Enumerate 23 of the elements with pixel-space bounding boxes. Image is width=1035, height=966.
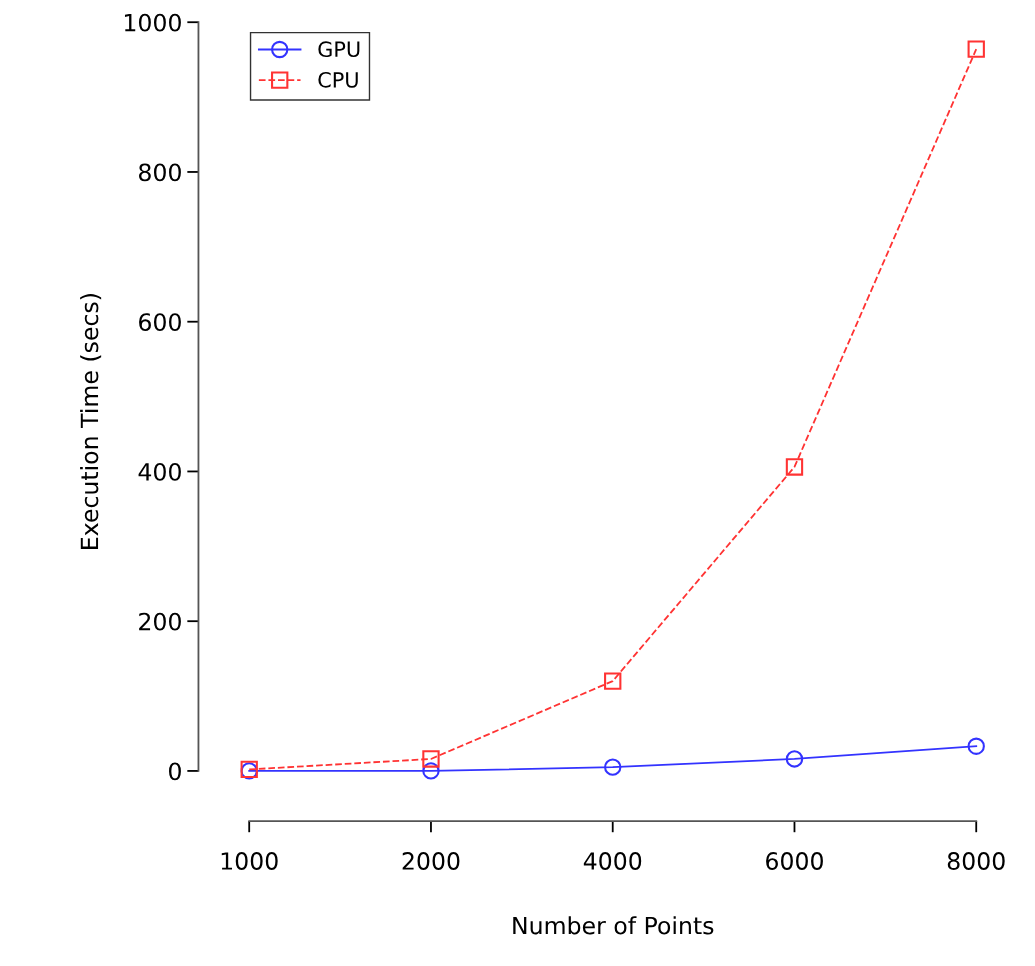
x-tick-label: 6000	[766, 852, 823, 870]
point	[785, 750, 804, 768]
x-tick-label: 8000	[947, 852, 1005, 870]
point	[785, 458, 804, 476]
y-axis-title: Execution Time (secs)	[80, 294, 102, 549]
x-tick-label: 4000	[583, 852, 642, 870]
y-tick-label: 400	[138, 462, 181, 481]
y-tick-label: 600	[139, 313, 181, 332]
y-tick-label: 1000	[124, 13, 181, 32]
x-tick-label: 1000	[221, 852, 278, 870]
y-tick-label: 200	[139, 612, 181, 631]
point	[422, 762, 440, 780]
point	[967, 40, 985, 58]
point	[604, 672, 622, 690]
y-tick-label: 0	[169, 762, 181, 781]
legend-label: GPU	[318, 41, 360, 58]
point	[422, 750, 440, 768]
y-tick-label: 800	[139, 163, 181, 182]
x-tick-label: 2000	[402, 852, 460, 870]
point	[604, 758, 622, 776]
x-axis-title: Number of Points	[513, 916, 714, 935]
legend-label: CPU	[318, 71, 358, 88]
point	[967, 737, 985, 755]
